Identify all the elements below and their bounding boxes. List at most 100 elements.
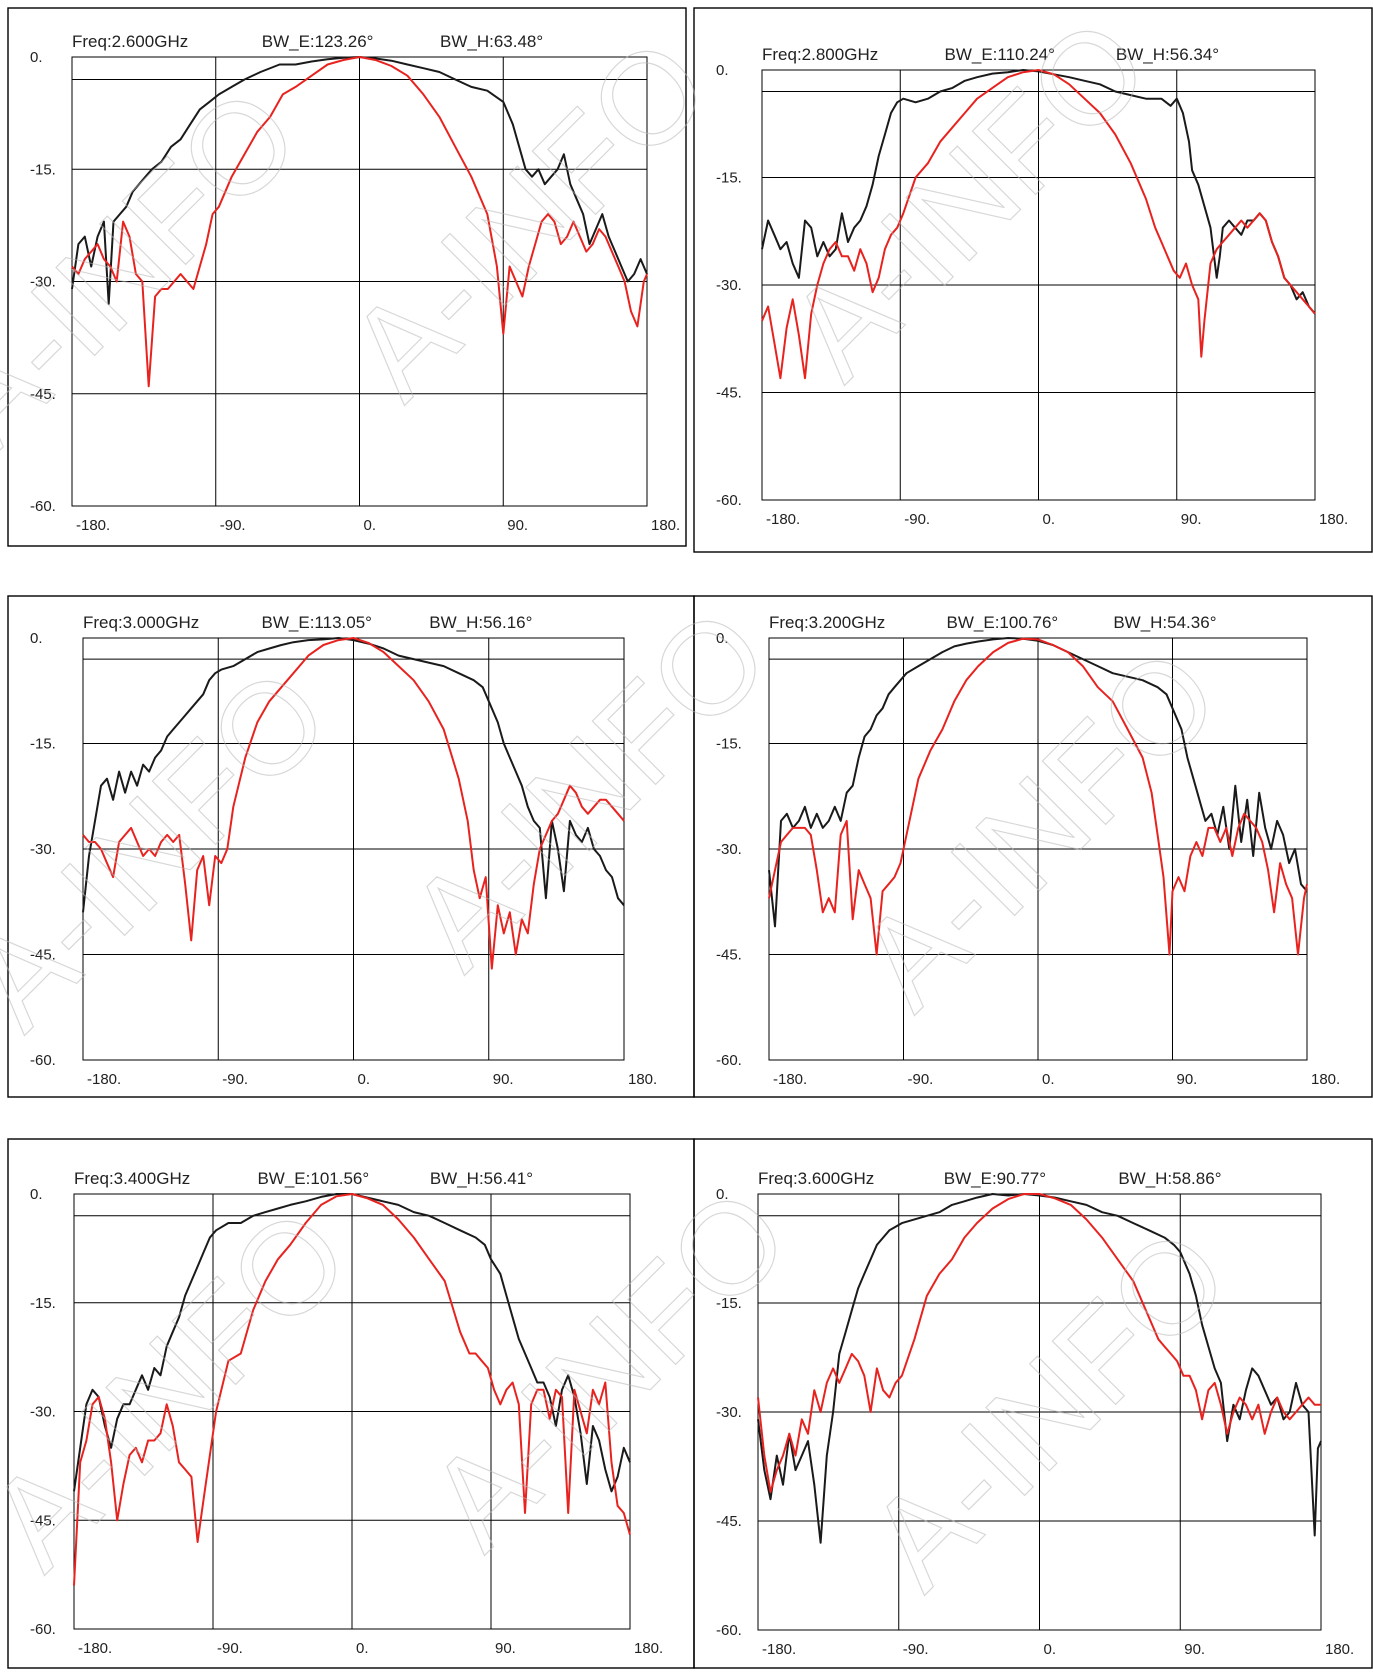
bw-h-label: BW_H:56.16° (429, 613, 532, 632)
bw-e-label: BW_E:123.26° (262, 32, 374, 51)
x-tick-label: -90. (217, 1640, 243, 1657)
watermark-text: A-INFO (381, 581, 796, 996)
panel-frame (693, 1138, 1373, 1669)
freq-label: Freq:2.800GHz (762, 45, 878, 64)
watermark-text: A-INFO (0, 641, 356, 1056)
y-tick-label: -45. (30, 1512, 56, 1529)
freq-label: Freq:3.400GHz (74, 1169, 190, 1188)
x-tick-label: 90. (1184, 1641, 1205, 1658)
bw-h-label: BW_H:56.41° (430, 1169, 533, 1188)
bw-e-label: BW_E:101.56° (257, 1169, 369, 1188)
x-tick-label: 0. (1043, 511, 1056, 528)
x-tick-label: 180. (628, 1071, 657, 1088)
y-tick-label: -15. (30, 161, 56, 178)
h-plane-pattern-line (71, 56, 648, 388)
freq-label: Freq:3.000GHz (83, 613, 199, 632)
y-tick-label: 0. (30, 1186, 43, 1203)
x-tick-label: 90. (1177, 1071, 1198, 1088)
y-tick-label: 0. (30, 630, 43, 647)
e-plane-pattern-line (71, 56, 648, 305)
y-tick-label: -30. (716, 1404, 742, 1421)
x-tick-label: -90. (220, 517, 246, 534)
chart-panel-3: 0. -15. -30. -45. -60. -180. -90. 0. 90. 180. Freq… (7, 595, 695, 1098)
x-tick-label: -180. (773, 1071, 807, 1088)
y-tick-label: -45. (716, 947, 742, 964)
y-tick-label: 0. (716, 1186, 729, 1203)
bw-h-label: BW_H:58.86° (1118, 1169, 1221, 1188)
y-tick-label: -30. (716, 277, 742, 294)
y-tick-label: -60. (30, 498, 56, 515)
y-tick-label: -60. (716, 1622, 742, 1639)
y-tick-label: -15. (30, 736, 56, 753)
e-plane-pattern-line (73, 1193, 631, 1493)
freq-label: Freq:3.200GHz (769, 613, 885, 632)
bw-e-label: BW_E:110.24° (944, 45, 1054, 64)
freq-label: Freq:2.600GHz (72, 32, 188, 51)
y-tick-label: -15. (716, 1295, 742, 1312)
watermark-text: A-INFO (0, 61, 326, 476)
chart-panel-4: 0. -15. -30. -45. -60. -180. -90. 0. 90. 180. Freq… (693, 595, 1373, 1098)
h-plane-pattern-line (82, 637, 625, 970)
x-tick-label: 0. (1042, 1071, 1055, 1088)
y-tick-label: -60. (716, 492, 742, 509)
e-plane-pattern-line (757, 1193, 1322, 1544)
y-tick-label: -30. (30, 1404, 56, 1421)
x-tick-label: 90. (495, 1640, 516, 1657)
x-tick-label: 90. (1181, 511, 1202, 528)
chart-panel-2: 0. -15. -30. -45. -60. -180. -90. 0. 90. 180. Freq… (693, 7, 1373, 553)
x-tick-label: -180. (78, 1640, 112, 1657)
y-tick-label: -15. (716, 170, 742, 187)
y-tick-label: -45. (30, 947, 56, 964)
panel-frame (693, 7, 1373, 553)
bw-h-label: BW_H:56.34° (1116, 45, 1219, 64)
y-tick-label: 0. (716, 62, 729, 79)
bw-e-label: BW_E:90.77° (944, 1169, 1046, 1188)
y-tick-label: -60. (30, 1052, 56, 1069)
x-tick-label: 180. (634, 1640, 663, 1657)
x-tick-label: 0. (356, 1640, 369, 1657)
x-tick-label: -180. (87, 1071, 121, 1088)
x-tick-label: 0. (364, 517, 377, 534)
watermark-text: A-INFO (841, 1201, 1256, 1616)
y-tick-label: -60. (716, 1052, 742, 1069)
bw-e-label: BW_E:113.05° (262, 613, 372, 632)
y-tick-label: 0. (30, 49, 43, 66)
y-tick-label: -60. (30, 1621, 56, 1638)
watermark-text: A-INFO (0, 1181, 376, 1596)
x-tick-label: 0. (1044, 1641, 1057, 1658)
y-tick-label: -30. (30, 274, 56, 291)
watermark-text: A-INFO (401, 1161, 816, 1576)
x-tick-label: -180. (766, 511, 800, 528)
h-plane-pattern-line (757, 1193, 1321, 1493)
x-tick-label: -90. (903, 1641, 929, 1658)
x-tick-label: 180. (1325, 1641, 1354, 1658)
x-tick-label: -180. (76, 517, 110, 534)
panel-frame (7, 7, 687, 547)
x-tick-label: 180. (1319, 511, 1348, 528)
y-tick-label: -45. (716, 1513, 742, 1530)
chart-panel-1: 0. -15. -30. -45. -60. -180. -90. 0. 90. 180. Freq… (7, 7, 687, 547)
x-tick-label: -90. (222, 1071, 248, 1088)
h-plane-pattern-line (768, 637, 1308, 956)
freq-label: Freq:3.600GHz (758, 1169, 874, 1188)
bw-h-label: BW_H:54.36° (1113, 613, 1216, 632)
panel-frame (693, 595, 1373, 1098)
y-tick-label: -30. (716, 841, 742, 858)
x-tick-label: 180. (651, 517, 680, 534)
y-tick-label: -15. (716, 736, 742, 753)
y-tick-label: -30. (30, 841, 56, 858)
bw-e-label: BW_E:100.76° (947, 613, 1059, 632)
watermark-text: A-INFO (321, 11, 736, 426)
y-tick-label: 0. (716, 630, 729, 647)
h-plane-pattern-line (73, 1193, 631, 1586)
x-tick-label: 90. (507, 517, 528, 534)
x-tick-label: -180. (762, 1641, 796, 1658)
bw-h-label: BW_H:63.48° (440, 32, 543, 51)
x-tick-label: 180. (1311, 1071, 1340, 1088)
x-tick-label: -90. (908, 1071, 934, 1088)
x-tick-label: 0. (358, 1071, 371, 1088)
y-tick-label: -45. (30, 386, 56, 403)
y-tick-label: -15. (30, 1295, 56, 1312)
